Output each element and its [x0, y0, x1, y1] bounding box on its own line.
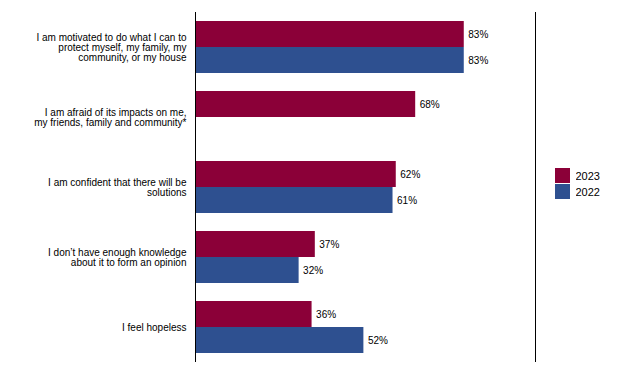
svg-text:I feel hopeless: I feel hopeless	[122, 322, 187, 333]
svg-text:37%: 37%	[319, 239, 339, 250]
html-text:2022: 2022	[575, 185, 600, 198]
svg-text:61%: 61%	[397, 195, 417, 206]
svg-text:62%: 62%	[400, 169, 420, 180]
svg-text:83%: 83%	[468, 55, 488, 66]
svg-text:I don’t have enough knowledgea: I don’t have enough knowledgeabout it to…	[48, 247, 187, 268]
svg-text:36%: 36%	[316, 309, 336, 320]
svg-text:I am motivated to do what I ca: I am motivated to do what I can toprotec…	[36, 32, 187, 63]
svg-text:83%: 83%	[468, 29, 488, 40]
svg-text:32%: 32%	[303, 265, 323, 276]
svg-text:52%: 52%	[368, 335, 388, 346]
svg-text:I am afraid of its impacts on: I am afraid of its impacts on me,my frie…	[34, 107, 186, 128]
svg-text:68%: 68%	[420, 99, 440, 110]
html-text:2023: 2023	[575, 169, 600, 182]
svg-text:I am confident that there will: I am confident that there will besolutio…	[48, 177, 187, 198]
